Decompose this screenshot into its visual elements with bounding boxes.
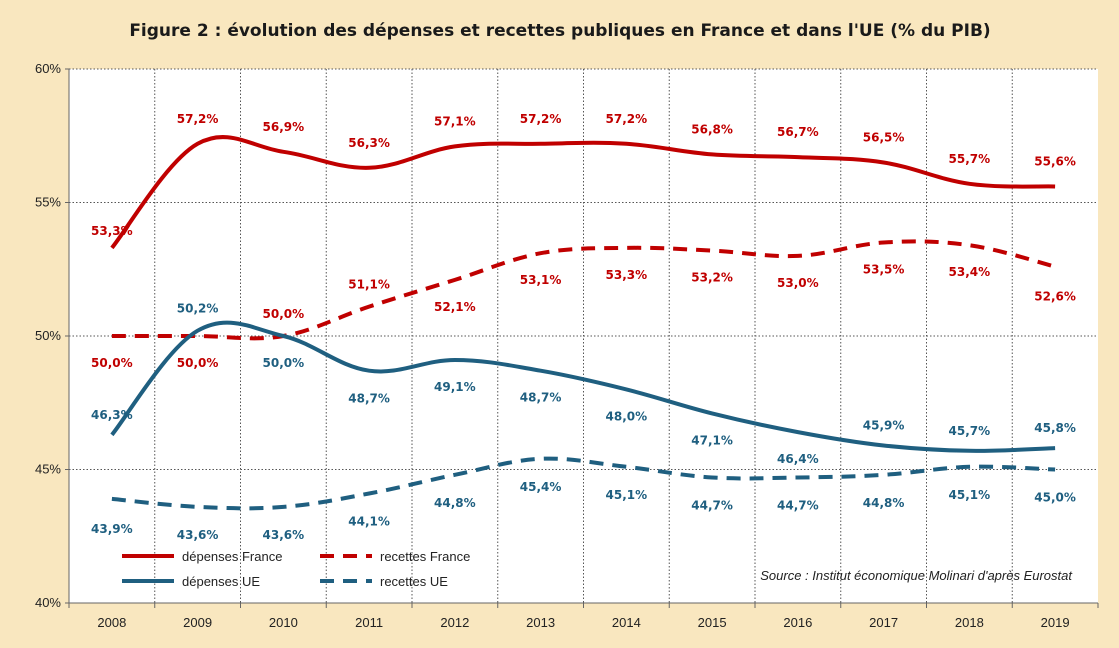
y-tick-label: 45% <box>35 462 61 477</box>
legend-label-recettes-ue: recettes UE <box>380 574 448 589</box>
legend-label-depenses-france: dépenses France <box>182 549 282 564</box>
x-tick-label: 2013 <box>526 615 555 630</box>
y-tick-label: 60% <box>35 61 61 76</box>
data-label: 56,3% <box>348 136 390 150</box>
data-label: 57,1% <box>434 114 476 128</box>
x-tick-label: 2017 <box>869 615 898 630</box>
source-note: Source : Institut économique Molinari d'… <box>760 568 1073 583</box>
data-label: 53,2% <box>691 271 733 285</box>
data-label: 43,6% <box>177 528 219 542</box>
data-label: 43,6% <box>263 528 305 542</box>
data-label: 45,1% <box>949 488 991 502</box>
x-tick-label: 2009 <box>183 615 212 630</box>
data-label: 48,7% <box>348 392 390 406</box>
data-label: 45,0% <box>1034 491 1076 505</box>
data-label: 48,0% <box>606 409 648 423</box>
data-label: 52,1% <box>434 300 476 314</box>
data-labels: 53,3% 57,2% 56,9% 56,3% 57,1% 57,2% 57,2% 56,8%… <box>91 112 1076 542</box>
data-label: 48,7% <box>520 391 562 405</box>
data-label: 44,1% <box>348 515 390 529</box>
data-label: 50,0% <box>177 356 219 370</box>
data-label: 44,8% <box>434 496 476 510</box>
data-label: 44,7% <box>691 499 733 513</box>
data-label: 45,9% <box>863 418 905 432</box>
data-label: 50,0% <box>263 356 305 370</box>
legend: dépenses France recettes France dépenses U… <box>122 549 470 589</box>
data-label: 56,7% <box>777 125 819 139</box>
data-label: 56,8% <box>691 122 733 136</box>
data-label: 45,4% <box>520 480 562 494</box>
x-tick-label: 2010 <box>269 615 298 630</box>
data-label: 50,2% <box>177 302 219 316</box>
x-tick-label: 2016 <box>783 615 812 630</box>
y-axis: 40% 45% 50% 55% 60% <box>35 61 70 610</box>
data-label: 57,2% <box>177 112 219 126</box>
data-label: 46,3% <box>91 408 133 422</box>
data-label: 53,5% <box>863 263 905 277</box>
data-label: 53,4% <box>949 265 991 279</box>
x-tick-label: 2014 <box>612 615 641 630</box>
data-label: 57,2% <box>520 112 562 126</box>
x-tick-label: 2015 <box>698 615 727 630</box>
data-label: 45,1% <box>606 488 648 502</box>
x-tick-label: 2011 <box>355 615 383 630</box>
y-tick-label: 50% <box>35 328 61 343</box>
data-label: 56,9% <box>263 120 305 134</box>
data-label: 50,0% <box>91 356 133 370</box>
data-label: 55,7% <box>949 152 991 166</box>
x-axis: 2008 2009 2010 2011 2012 2013 2014 2015 2016 2017… <box>68 602 1099 630</box>
series-line-recettes-ue <box>111 456 1056 511</box>
data-label: 50,0% <box>263 307 305 321</box>
legend-label-recettes-france: recettes France <box>380 549 470 564</box>
series-line-depenses-france <box>110 135 1056 250</box>
data-label: 45,7% <box>949 424 991 438</box>
x-tick-label: 2012 <box>440 615 469 630</box>
series-group <box>110 135 1056 511</box>
data-label: 56,5% <box>863 130 905 144</box>
data-label: 52,6% <box>1034 290 1076 304</box>
data-label: 44,7% <box>777 499 819 513</box>
data-label: 45,8% <box>1034 421 1076 435</box>
data-label: 53,1% <box>520 273 562 287</box>
data-label: 44,8% <box>863 496 905 510</box>
chart-title: Figure 2 : évolution des dépenses et rec… <box>129 21 990 41</box>
data-label: 53,3% <box>606 268 648 282</box>
data-label: 47,1% <box>691 433 733 447</box>
series-line-recettes-france <box>111 239 1056 341</box>
legend-label-depenses-ue: dépenses UE <box>182 574 260 589</box>
data-label: 55,6% <box>1034 154 1076 168</box>
data-label: 49,1% <box>434 380 476 394</box>
series-line-depenses-ue <box>110 320 1056 453</box>
data-label: 53,3% <box>91 224 133 238</box>
data-label: 43,9% <box>91 522 133 536</box>
data-label: 51,1% <box>348 278 390 292</box>
x-tick-label: 2018 <box>955 615 984 630</box>
y-tick-label: 55% <box>35 195 61 210</box>
data-label: 46,4% <box>777 452 819 466</box>
data-label: 53,0% <box>777 276 819 290</box>
x-tick-label: 2008 <box>97 615 126 630</box>
y-tick-label: 40% <box>35 595 61 610</box>
data-label: 57,2% <box>606 112 648 126</box>
x-tick-label: 2019 <box>1041 615 1070 630</box>
